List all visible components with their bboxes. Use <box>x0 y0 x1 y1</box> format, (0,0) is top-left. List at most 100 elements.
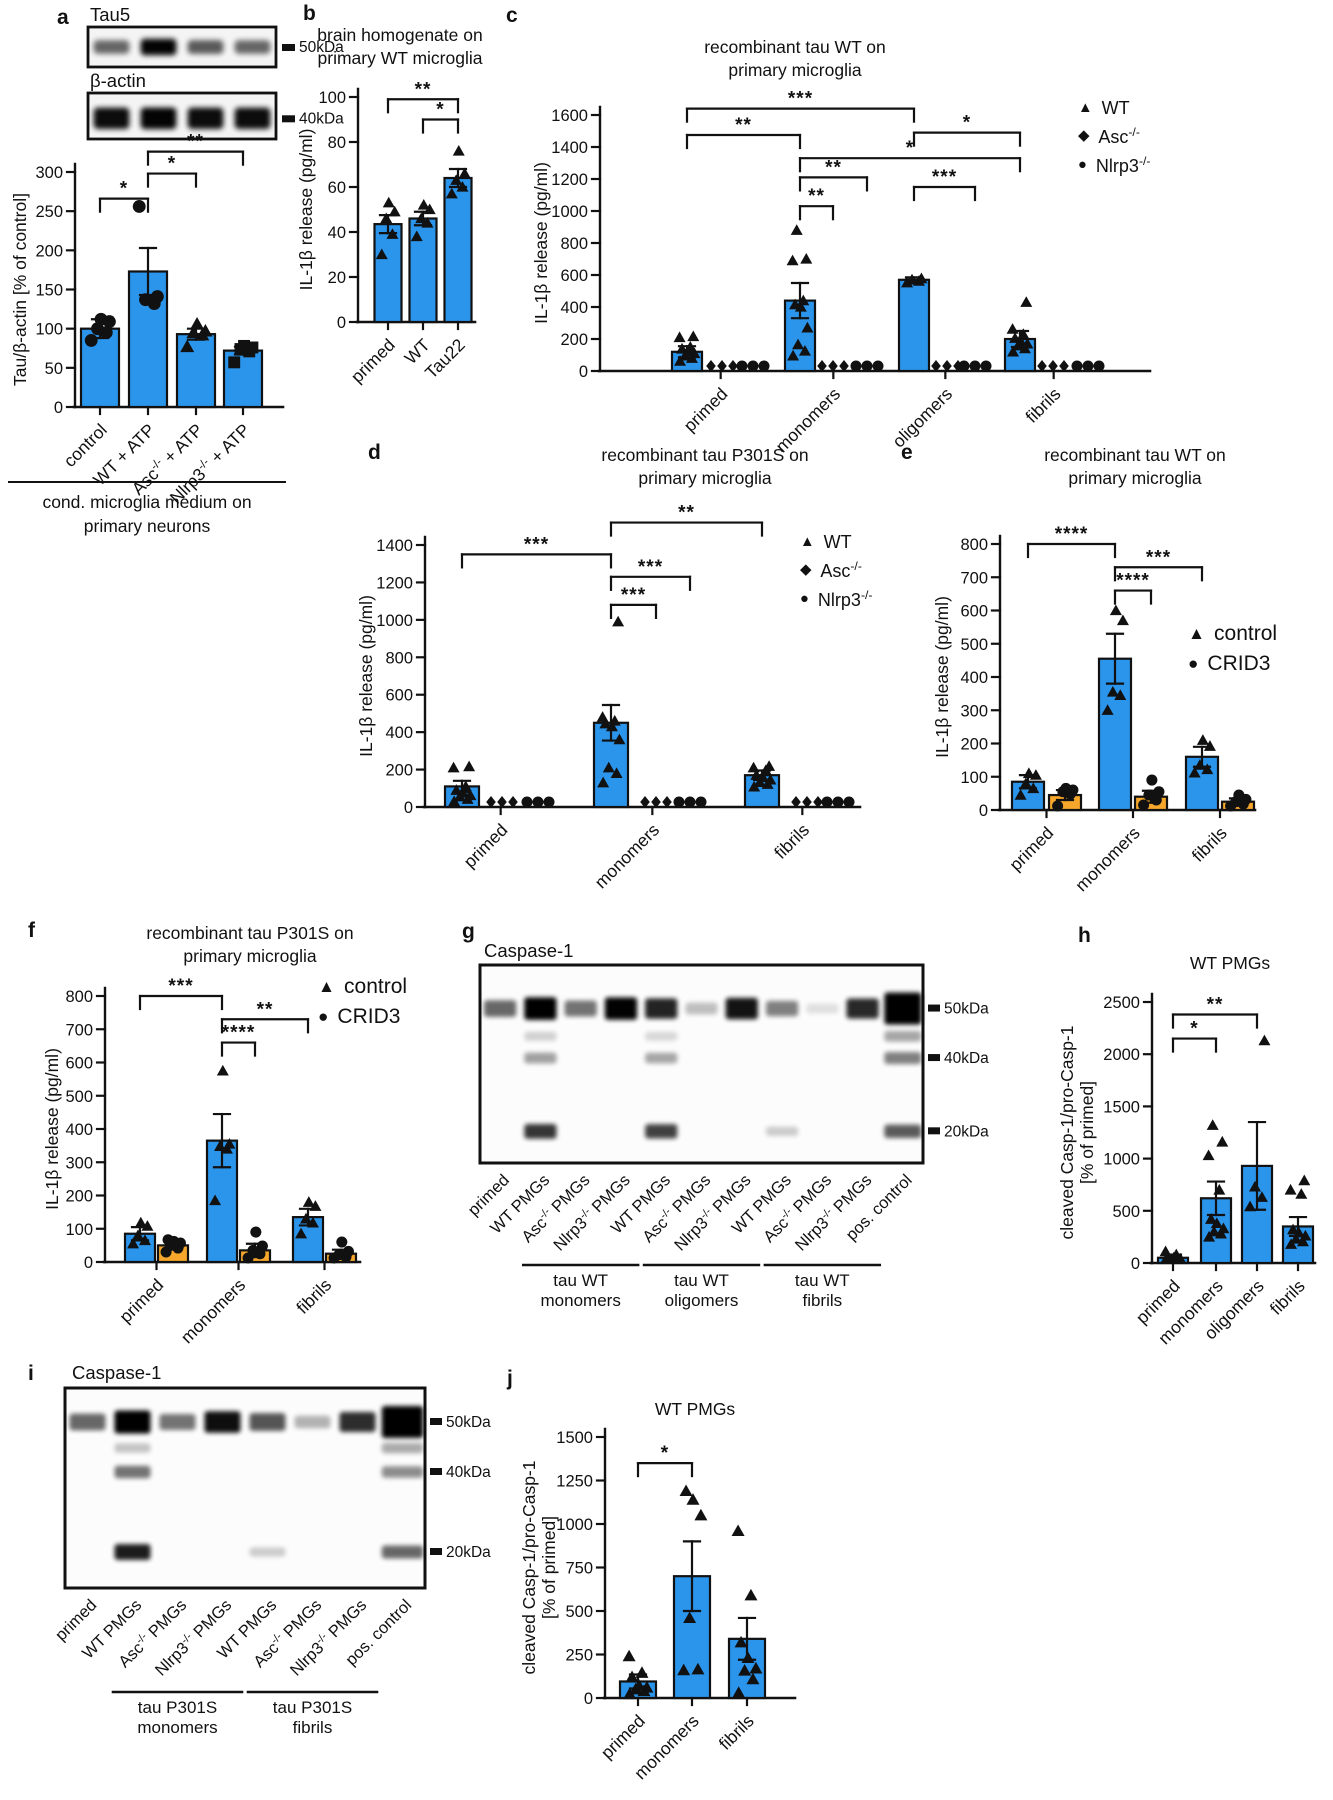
svg-text:monomers: monomers <box>1071 823 1144 896</box>
diamond-marker-icon: ◆ <box>800 562 812 579</box>
svg-text:*: * <box>1190 1019 1198 1040</box>
triangle-marker-icon: ▲ <box>800 534 815 551</box>
svg-text:Tau22: Tau22 <box>421 335 469 383</box>
legend-label: Nlrp3-/- <box>1095 154 1151 176</box>
svg-text:1400: 1400 <box>376 537 413 555</box>
panel-g-gel: primed WT PMGs Asc-/- PMGs Nlrp3-/- PMGs WT … <box>455 920 1015 1330</box>
svg-text:**: ** <box>257 999 274 1020</box>
svg-text:100: 100 <box>65 1221 93 1239</box>
svg-text:150: 150 <box>35 282 63 300</box>
panel-letter-j: j <box>507 1367 513 1390</box>
svg-text:*: * <box>963 113 971 134</box>
svg-text:0: 0 <box>404 799 413 817</box>
svg-text:100: 100 <box>35 321 63 339</box>
svg-text:***: *** <box>168 976 193 997</box>
legend-label: control <box>344 975 408 998</box>
svg-text:monomers: monomers <box>591 820 664 893</box>
panel-h-title: WT PMGs <box>1189 953 1271 973</box>
svg-text:100: 100 <box>960 769 988 787</box>
legend-entry: ▲ control <box>318 975 407 999</box>
legend-entry: ● CRID3 <box>318 1005 407 1029</box>
svg-text:****: **** <box>1116 571 1150 592</box>
svg-text:600: 600 <box>960 603 988 621</box>
svg-text:300: 300 <box>35 164 63 182</box>
legend-label: Asc-/- <box>1098 125 1140 147</box>
legend-label: WT <box>823 532 852 552</box>
svg-text:50kDa: 50kDa <box>944 1001 989 1018</box>
svg-text:****: **** <box>1055 524 1089 545</box>
svg-text:20kDa: 20kDa <box>446 1544 491 1561</box>
triangle-marker-icon: ▲ <box>1188 623 1206 644</box>
panel-letter-e: e <box>901 441 913 464</box>
panel-a-blots: Tau5 50kDa β-actin 40kDa <box>86 4 348 150</box>
svg-text:fibrils: fibrils <box>802 1291 842 1310</box>
svg-text:500: 500 <box>960 636 988 654</box>
svg-text:[% of primed]: [% of primed] <box>1077 1081 1097 1184</box>
panel-letter-b: b <box>303 2 316 25</box>
legend-entry: ▲ WT <box>1078 98 1151 119</box>
svg-text:600: 600 <box>385 687 413 705</box>
svg-text:Nlrp3-/- PMGs: Nlrp3-/- PMGs <box>286 1595 370 1679</box>
svg-text:cleaved Casp-1/pro-Casp-1: cleaved Casp-1/pro-Casp-1 <box>1057 1026 1077 1240</box>
svg-text:IL-1β release (pg/ml): IL-1β release (pg/ml) <box>42 1048 62 1210</box>
svg-text:0: 0 <box>579 363 588 381</box>
legend-label: Asc-/- <box>820 559 862 581</box>
triangle-marker-icon: ▲ <box>318 976 336 997</box>
svg-text:1000: 1000 <box>376 612 413 630</box>
svg-text:0: 0 <box>337 314 346 332</box>
svg-text:300: 300 <box>960 702 988 720</box>
svg-text:***: *** <box>621 585 646 606</box>
legend-entry: ◆ Asc-/- <box>800 559 873 582</box>
svg-text:1200: 1200 <box>376 574 413 592</box>
svg-text:**: ** <box>415 79 432 100</box>
svg-text:1600: 1600 <box>551 107 588 125</box>
svg-text:primed: primed <box>597 1711 649 1763</box>
panel-d-legend: ▲ WT ◆ Asc-/- ● Nlrp3-/- <box>800 532 873 617</box>
svg-text:50kDa: 50kDa <box>299 39 344 56</box>
svg-text:300: 300 <box>65 1154 93 1172</box>
svg-text:1000: 1000 <box>1103 1151 1140 1169</box>
circle-marker-icon: ● <box>1078 157 1087 174</box>
svg-text:***: *** <box>788 89 813 110</box>
circle-marker-icon: ● <box>1188 653 1199 674</box>
svg-text:200: 200 <box>560 331 588 349</box>
svg-text:fibrils: fibrils <box>770 820 813 863</box>
svg-text:400: 400 <box>560 299 588 317</box>
panel-f-legend: ▲ control ● CRID3 <box>318 975 407 1035</box>
svg-text:1500: 1500 <box>1103 1098 1140 1116</box>
panel-a-chart: 0 50 100 150 200 250 300 Tau/β-actin [% of cont… <box>0 132 330 580</box>
svg-text:[% of primed]: [% of primed] <box>539 1516 559 1619</box>
svg-text:fibrils: fibrils <box>1021 384 1064 427</box>
svg-text:primed: primed <box>1005 823 1057 875</box>
svg-text:IL-1β release (pg/ml): IL-1β release (pg/ml) <box>531 162 551 324</box>
svg-text:primed: primed <box>347 335 399 387</box>
circle-marker-icon: ● <box>318 1006 329 1027</box>
legend-label: CRID3 <box>1207 652 1271 675</box>
svg-text:0: 0 <box>84 1254 93 1272</box>
legend-entry: ▲ WT <box>800 532 873 553</box>
svg-text:20: 20 <box>328 269 346 287</box>
svg-text:800: 800 <box>960 536 988 554</box>
panel-letter-i: i <box>28 1362 34 1385</box>
svg-text:***: *** <box>1146 547 1171 568</box>
svg-text:1400: 1400 <box>551 139 588 157</box>
svg-text:0: 0 <box>1131 1255 1140 1273</box>
svg-text:fibrils: fibrils <box>292 1275 335 1318</box>
svg-text:fibrils: fibrils <box>1188 823 1231 866</box>
svg-text:80: 80 <box>328 134 346 152</box>
svg-text:***: *** <box>638 557 663 578</box>
svg-text:tau P301S: tau P301S <box>273 1698 352 1717</box>
svg-text:50kDa: 50kDa <box>446 1414 491 1431</box>
svg-text:1000: 1000 <box>556 1516 593 1534</box>
panel-c-title: recombinant tau WT on primary microglia <box>704 37 886 81</box>
svg-text:**: ** <box>808 186 825 207</box>
gel-g-label: Caspase-1 <box>484 940 574 961</box>
svg-text:tau P301S: tau P301S <box>138 1698 217 1717</box>
panel-a-caption: cond. microglia medium on primary neuron… <box>8 481 286 538</box>
svg-text:500: 500 <box>565 1603 593 1621</box>
svg-text:750: 750 <box>565 1560 593 1578</box>
svg-text:Tau/β-actin [% of control]: Tau/β-actin [% of control] <box>10 193 30 386</box>
svg-text:50: 50 <box>45 360 63 378</box>
svg-text:40kDa: 40kDa <box>299 110 344 127</box>
legend-label: CRID3 <box>337 1005 401 1028</box>
